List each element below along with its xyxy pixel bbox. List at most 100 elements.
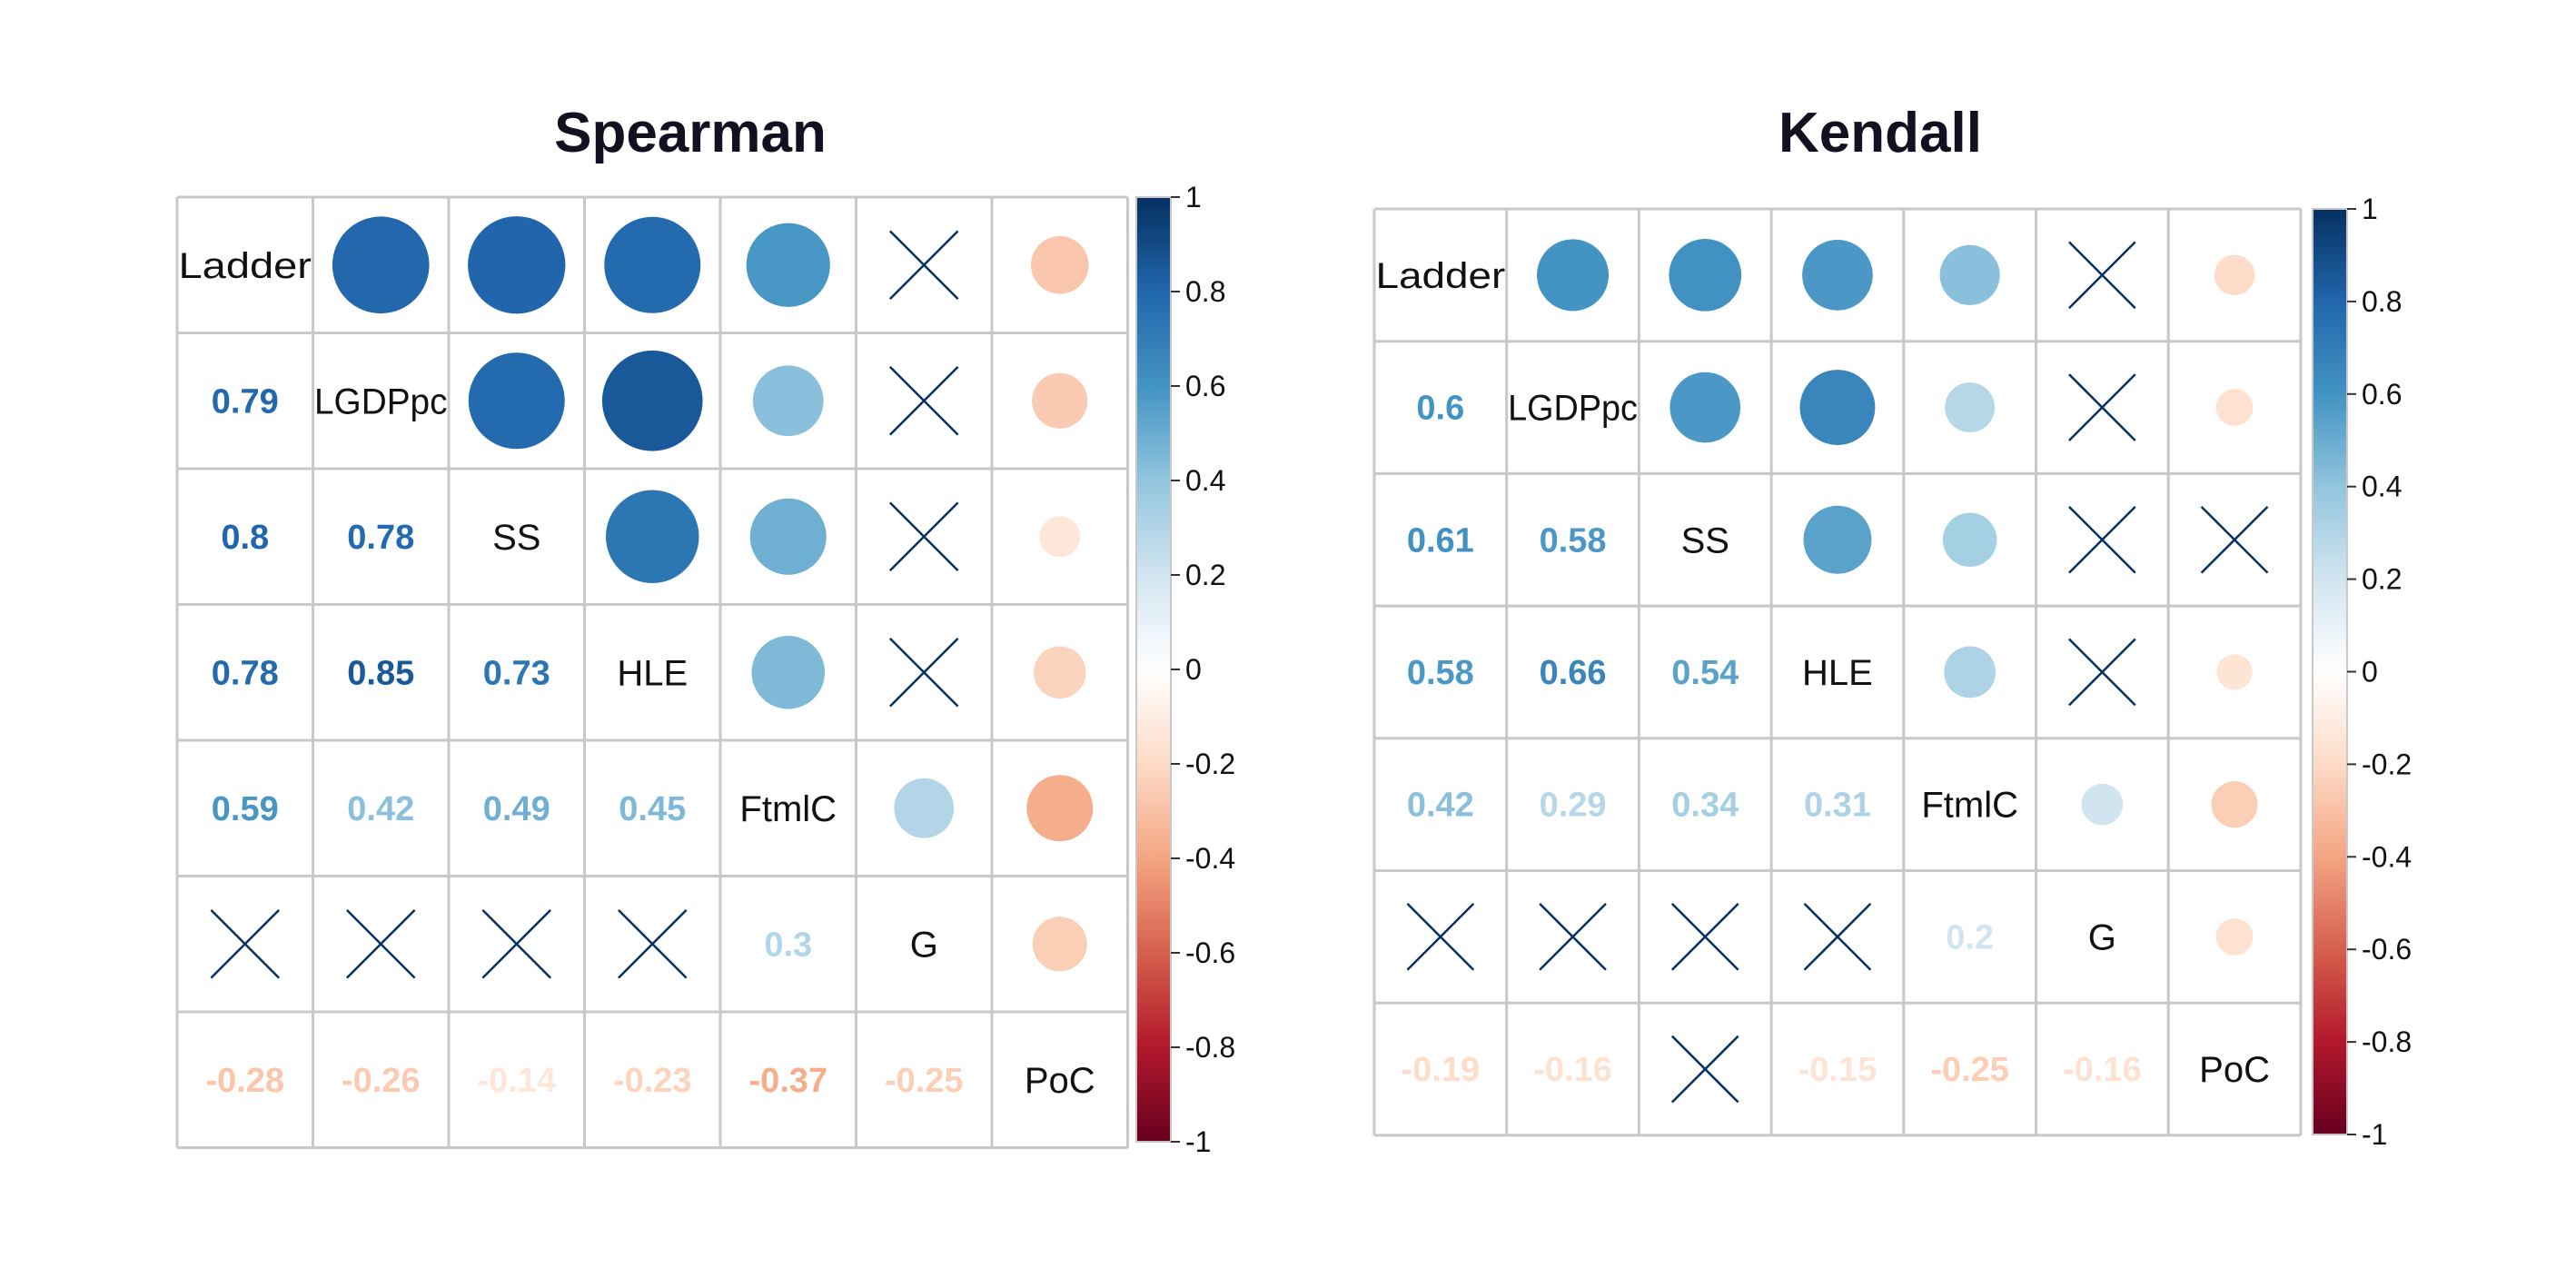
kendall-colorbar-tick-label: -1: [2362, 1118, 2387, 1151]
spearman-var-label: Ladder: [178, 246, 312, 286]
kendall-corr-value: 0.54: [1671, 654, 1739, 692]
spearman-corr-value: 0.85: [347, 654, 414, 692]
spearman-colorbar-tick-label: -0.8: [1185, 1031, 1235, 1064]
kendall-corr-circle: [2215, 389, 2254, 426]
spearman-var-label: FtmlC: [739, 789, 837, 829]
spearman-corr-value: 0.59: [212, 790, 279, 828]
spearman-corr-circle: [746, 223, 830, 307]
spearman-cross-mark: [210, 908, 281, 979]
kendall-corr-value: 0.42: [1407, 787, 1474, 825]
spearman-corr-value: 0.3: [764, 926, 812, 964]
spearman-corr-circle: [468, 216, 566, 314]
kendall-cross-mark: [1539, 903, 1607, 971]
kendall-var-label: PoC: [2199, 1050, 2270, 1090]
spearman-corr-circle: [1039, 516, 1081, 558]
kendall-cross-mark: [1803, 903, 1872, 971]
kendall-colorbar-tick-label: -0.4: [2362, 840, 2412, 873]
spearman-title: Spearman: [554, 102, 827, 164]
kendall-corr-value: 0.34: [1671, 787, 1739, 825]
kendall-colorbar: [2312, 208, 2348, 1135]
spearman-corr-value: 0.42: [347, 790, 414, 828]
spearman-corr-circle: [894, 778, 955, 838]
spearman-corr-circle: [332, 216, 430, 314]
kendall-colorbar-tick-label: 0.8: [2362, 285, 2402, 318]
kendall-cross-mark: [2200, 505, 2269, 574]
kendall-corr-circle: [1802, 240, 1873, 311]
kendall-corr-value: 0.58: [1407, 654, 1474, 692]
spearman-corr-value: -0.23: [613, 1062, 692, 1100]
spearman-corr-circle: [601, 350, 703, 451]
spearman-var-label: HLE: [617, 653, 688, 693]
kendall-corr-circle: [2211, 781, 2258, 828]
spearman-corr-circle: [752, 365, 824, 437]
kendall-corr-circle: [2214, 254, 2255, 296]
kendall-cross-mark: [1670, 903, 1739, 971]
spearman-corr-circle: [605, 490, 699, 584]
kendall-colorbar-tick-label: 0.6: [2362, 378, 2402, 411]
spearman-corr-circle: [468, 352, 565, 450]
kendall-corr-circle: [1803, 505, 1872, 574]
spearman-colorbar-tick-label: -0.6: [1185, 936, 1235, 969]
kendall-corr-circle: [1944, 646, 1996, 698]
kendall-corr-value: 0.6: [1416, 390, 1464, 428]
spearman-cross-mark: [888, 365, 959, 436]
spearman-corr-circle: [1031, 236, 1089, 294]
spearman-cross-mark: [345, 908, 416, 979]
kendall-corr-value: 0.66: [1540, 654, 1607, 692]
kendall-cross-mark: [1406, 903, 1475, 971]
spearman-colorbar-tick-label: 0.6: [1185, 370, 1225, 402]
spearman-colorbar-tick-label: 0.8: [1185, 275, 1225, 308]
kendall-cross-mark: [2068, 241, 2136, 310]
kendall-var-label: SS: [1681, 520, 1729, 560]
kendall-corr-value: 0.29: [1540, 787, 1607, 825]
spearman-cross-mark: [481, 908, 552, 979]
kendall-corr-circle: [2216, 654, 2253, 690]
spearman-corr-value: 0.8: [221, 519, 269, 557]
spearman-corr-value: -0.25: [885, 1062, 964, 1100]
spearman-corr-circle: [604, 216, 701, 313]
kendall-colorbar-tick-label: 0.4: [2362, 471, 2402, 503]
spearman-corr-circle: [1033, 646, 1086, 699]
spearman-corr-circle: [751, 636, 825, 709]
kendall-cross-mark: [1670, 1035, 1739, 1104]
kendall-corr-circle: [2215, 917, 2254, 956]
kendall-corr-value: 0.58: [1540, 521, 1607, 560]
kendall-corr-value: 0.61: [1407, 521, 1474, 560]
spearman-colorbar-tick-label: -1: [1185, 1125, 1211, 1158]
kendall-corr-circle: [2081, 783, 2124, 826]
kendall-corr-value: -0.16: [1533, 1051, 1612, 1089]
kendall-corr-circle: [1537, 239, 1610, 312]
kendall-corr-value: 0.2: [1946, 918, 1994, 956]
kendall-corr-circle: [1799, 370, 1876, 445]
kendall-corr-circle: [1945, 382, 1996, 433]
kendall-var-label: LGDPpc: [1508, 389, 1638, 429]
kendall-var-label: FtmlC: [1921, 786, 2018, 826]
kendall-corr-value: -0.19: [1402, 1051, 1481, 1089]
spearman-colorbar: [1135, 196, 1172, 1143]
kendall-colorbar-tick-label: 0: [2362, 656, 2378, 689]
kendall-var-label: HLE: [1802, 653, 1873, 693]
kendall-corr-value: -0.15: [1798, 1051, 1878, 1089]
spearman-corr-value: 0.78: [347, 519, 414, 557]
spearman-corr-circle: [749, 498, 827, 575]
spearman-corr-circle: [1032, 372, 1088, 429]
spearman-corr-value: -0.28: [205, 1062, 284, 1100]
spearman-corr-value: -0.14: [477, 1062, 556, 1100]
kendall-var-label: Ladder: [1375, 256, 1505, 296]
spearman-corr-circle: [1026, 775, 1094, 842]
kendall-cross-mark: [2068, 505, 2136, 574]
kendall-cross-mark: [2068, 373, 2136, 441]
spearman-var-label: LGDPpc: [314, 381, 448, 421]
kendall-colorbar-tick-label: 0.2: [2362, 563, 2402, 596]
spearman-corr-value: 0.73: [483, 654, 550, 692]
spearman-var-label: SS: [492, 518, 540, 558]
spearman-cross-mark: [888, 230, 959, 301]
kendall-cross-mark: [2068, 638, 2136, 707]
spearman-colorbar-tick-label: 1: [1185, 181, 1202, 213]
spearman-corr-value: 0.79: [212, 382, 279, 421]
spearman-var-label: PoC: [1025, 1061, 1095, 1101]
kendall-colorbar-tick-label: -0.6: [2362, 933, 2412, 966]
kendall-corr-circle: [1669, 239, 1742, 312]
kendall-var-label: G: [2088, 917, 2116, 957]
